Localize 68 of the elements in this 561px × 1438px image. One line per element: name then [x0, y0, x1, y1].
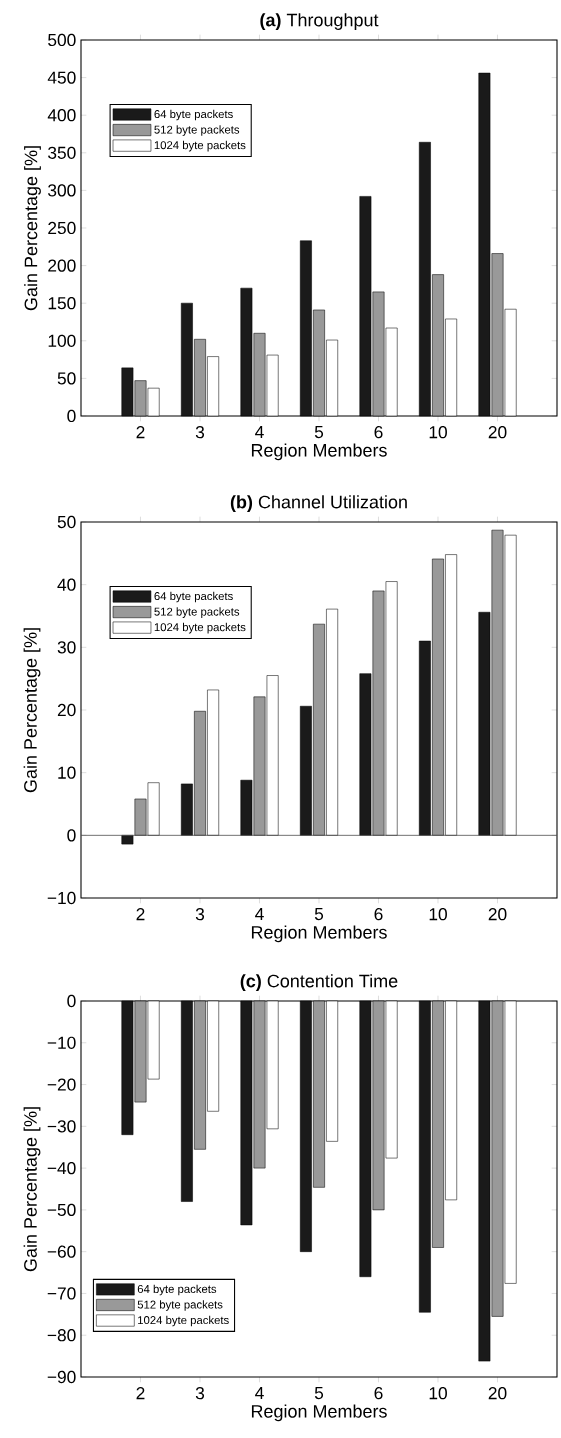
y-tick-label: 20: [57, 703, 76, 717]
y-tick-label: 350: [48, 146, 76, 159]
x-tick-label: 2: [136, 1387, 145, 1400]
x-tick-label: 5: [314, 426, 324, 439]
y-tick-label: 0: [67, 994, 76, 1008]
x-tick-label: 10: [429, 1387, 447, 1400]
y-tick-label: 30: [57, 641, 76, 654]
x-tick-label: 5: [314, 1387, 324, 1400]
x-tick-label: 20: [488, 426, 507, 439]
y-tick-label: −70: [47, 1287, 76, 1300]
y-tick-label: −50: [47, 1203, 76, 1217]
x-tick-label: 6: [374, 426, 383, 439]
legend-label: 64 byte packets: [154, 591, 233, 603]
y-axis-title: Gain Percentage [%]: [23, 1107, 41, 1272]
x-tick-label: 3: [195, 908, 205, 921]
legend-label: 512 byte packets: [154, 125, 240, 136]
x-tick-label: 5: [314, 908, 324, 921]
y-tick-label: −90: [47, 1370, 76, 1384]
chart-title: (a) Throughput: [260, 13, 379, 30]
y-tick-label: 200: [48, 259, 76, 272]
x-tick-label: 10: [429, 426, 447, 439]
x-tick-label: 4: [255, 1387, 264, 1399]
y-axis-title: Gain Percentage [%]: [24, 146, 41, 311]
y-tick-label: −30: [47, 1120, 76, 1133]
y-tick-label: −10: [47, 891, 76, 905]
y-tick-label: −80: [47, 1329, 76, 1342]
y-tick-label: 100: [48, 334, 76, 347]
y-tick-label: 0: [67, 829, 76, 842]
legend-label: 64 byte packets: [137, 1284, 217, 1296]
legend-label: 1024 byte packets: [138, 1315, 229, 1327]
x-axis-title: Region Members: [251, 925, 387, 943]
legend-label: 512 byte packets: [154, 607, 240, 618]
y-tick-label: 500: [48, 33, 76, 47]
y-tick-label: −60: [47, 1245, 76, 1258]
x-tick-label: 2: [136, 908, 145, 921]
x-tick-label: 6: [374, 1387, 383, 1400]
legend-label: 512 byte packets: [137, 1300, 223, 1311]
y-tick-label: 50: [57, 372, 76, 385]
y-tick-label: 450: [47, 71, 76, 84]
x-tick-label: 4: [255, 908, 264, 920]
x-axis-title: Region Members: [251, 1404, 387, 1422]
x-axis-title: Region Members: [251, 443, 387, 461]
y-tick-label: 40: [57, 578, 76, 591]
bar: [121, 835, 134, 845]
x-tick-label: 6: [374, 908, 383, 921]
legend-label: 1024 byte packets: [154, 622, 246, 634]
y-tick-label: −40: [47, 1161, 76, 1175]
y-tick-label: 300: [48, 184, 76, 197]
x-tick-label: 20: [488, 1387, 507, 1400]
x-tick-label: 4: [255, 426, 264, 438]
x-tick-label: 20: [488, 908, 507, 921]
y-axis-title: Gain Percentage [%]: [23, 628, 41, 793]
y-tick-label: −10: [47, 1036, 76, 1049]
legend-label: 64 byte packets: [154, 109, 233, 121]
y-tick-label: 150: [48, 297, 76, 310]
x-tick-label: 3: [195, 1387, 205, 1400]
y-tick-label: −20: [47, 1078, 76, 1091]
x-tick-label: 2: [136, 426, 145, 439]
y-tick-label: 250: [48, 221, 76, 235]
y-tick-label: 0: [67, 409, 76, 423]
legend-label: 1024 byte packets: [154, 140, 246, 152]
x-tick-label: 10: [429, 908, 447, 921]
y-tick-label: 10: [58, 766, 76, 779]
chart-title: (b) Channel Utilization: [230, 495, 407, 512]
y-tick-label: 50: [57, 515, 76, 529]
x-tick-label: 3: [195, 426, 205, 439]
chart-title: (c) Contention Time: [240, 974, 398, 991]
y-tick-label: 400: [47, 109, 76, 122]
